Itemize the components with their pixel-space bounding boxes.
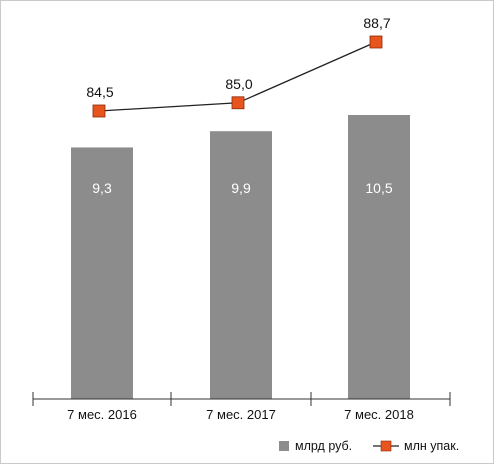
- bar-value-label-3: 10,5: [365, 180, 392, 196]
- line-value-label-1: 84,5: [86, 84, 113, 100]
- legend-swatch-marker: [380, 440, 392, 452]
- x-tick-label-3: 7 мес. 2018: [344, 407, 414, 422]
- bar-1: [71, 147, 133, 399]
- x-axis: 7 мес. 2016 7 мес. 2017 7 мес. 2018: [32, 392, 451, 422]
- bars-layer: [71, 114, 410, 399]
- x-tick-label-2: 7 мес. 2017: [206, 407, 276, 422]
- legend-swatch-bars: [279, 441, 289, 451]
- line-marker-3: [369, 35, 383, 49]
- bar-value-label-1: 9,3: [92, 180, 112, 196]
- line-labels-layer: 84,5 85,0 88,7: [86, 15, 390, 100]
- bar-value-label-2: 9,9: [231, 180, 251, 196]
- bar-labels-layer: 9,3 9,9 10,5: [92, 180, 393, 196]
- legend-label-line: млн упак.: [404, 439, 459, 453]
- legend: млрд руб. млн упак.: [279, 439, 459, 453]
- line-marker-2: [231, 96, 245, 110]
- line-value-label-3: 88,7: [363, 15, 390, 31]
- line-marker-1: [92, 104, 106, 118]
- bar-2: [210, 131, 272, 399]
- x-tick-label-1: 7 мес. 2016: [67, 407, 137, 422]
- bar-3: [348, 114, 410, 399]
- line-value-label-2: 85,0: [225, 76, 252, 92]
- markers-layer: [92, 35, 383, 118]
- legend-label-bars: млрд руб.: [295, 439, 352, 453]
